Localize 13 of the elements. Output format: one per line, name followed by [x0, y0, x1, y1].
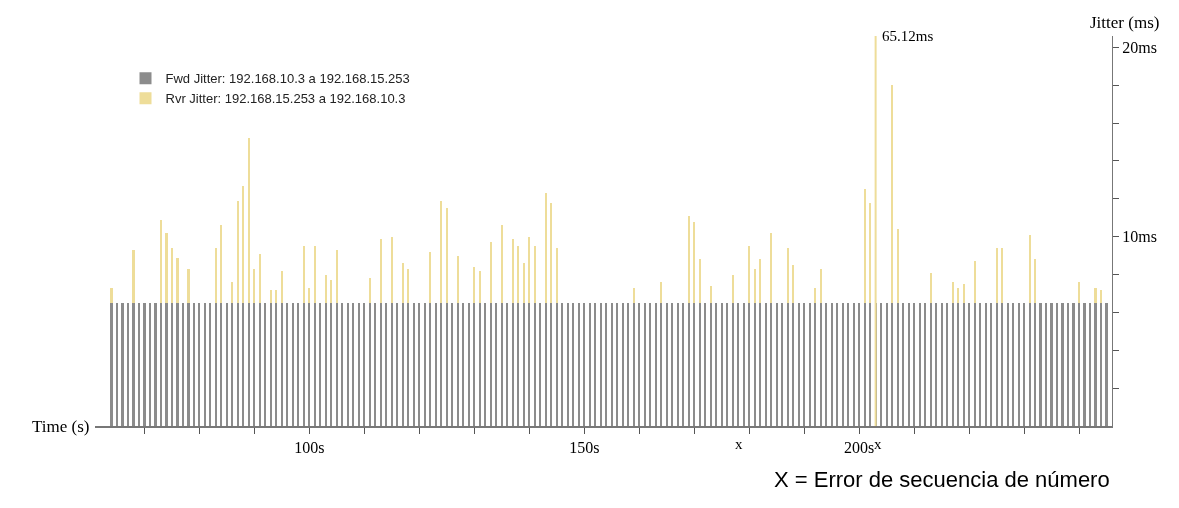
x-tick-label: 100s: [294, 439, 325, 457]
legend-label: Fwd Jitter: 192.168.10.3 a 192.168.15.253: [165, 71, 410, 87]
y-tick-label: 10ms: [1122, 228, 1157, 246]
x-tick-label: 150s: [569, 439, 600, 457]
legend-label: Rvr Jitter: 192.168.15.253 a 192.168.10.3: [165, 91, 406, 107]
text: X = Error de secuencia de número: [774, 467, 1110, 492]
text: x: [735, 436, 743, 452]
ref-line-label: 65.12ms: [882, 28, 934, 44]
text: x: [874, 436, 882, 452]
y-axis-title: Jitter (ms): [1090, 13, 1160, 32]
y-tick-label: 20ms: [1122, 38, 1157, 56]
x-tick-label: 200s: [844, 439, 875, 457]
x-axis-title: Time (s): [32, 417, 90, 436]
